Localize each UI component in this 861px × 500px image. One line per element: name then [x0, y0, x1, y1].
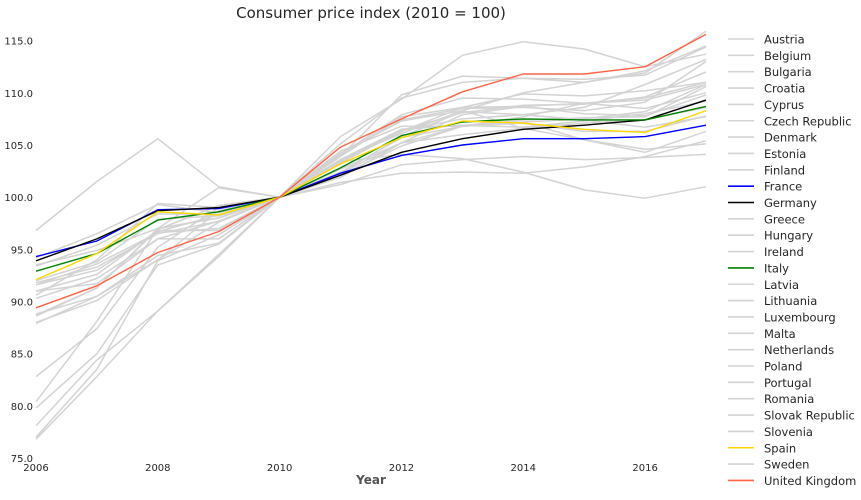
legend-item-belgium: Belgium: [728, 49, 811, 63]
legend-label: Croatia: [764, 82, 805, 96]
series-line-latvia: [35, 85, 707, 403]
legend-label: Luxembourg: [764, 310, 836, 324]
plot-area: [35, 30, 707, 440]
series-line-united-kingdom: [35, 33, 707, 309]
legend-label: Estonia: [764, 147, 806, 161]
x-tick-label: 2014: [511, 463, 536, 474]
legend-item-italy: Italy: [728, 261, 789, 275]
x-tick-label: 2008: [145, 463, 170, 474]
legend-label: Spain: [764, 441, 796, 455]
series-line-hungary: [35, 46, 707, 427]
legend-item-finland: Finland: [728, 163, 805, 177]
legend-item-lithuania: Lithuania: [728, 294, 817, 308]
y-tick-label: 75.0: [11, 454, 33, 465]
x-tick-label: 2016: [632, 463, 657, 474]
legend-label: Latvia: [764, 278, 799, 292]
series-line-spain: [35, 109, 707, 281]
legend-item-spain: Spain: [728, 441, 796, 455]
legend-item-estonia: Estonia: [728, 147, 806, 161]
legend-item-poland: Poland: [728, 360, 802, 374]
legend-label: Slovak Republic: [764, 409, 855, 423]
series-line-estonia: [35, 30, 707, 409]
legend: Austria Belgium Bulgaria Croatia Cyprus Czech…: [728, 33, 856, 488]
y-tick-label: 115.0: [4, 37, 33, 48]
legend-label: Poland: [764, 360, 802, 374]
legend-item-czech-republic: Czech Republic: [728, 114, 852, 128]
series-line-netherlands: [35, 83, 707, 266]
legend-item-germany: Germany: [728, 196, 817, 210]
y-tick-label: 90.0: [11, 297, 33, 308]
legend-label: Netherlands: [764, 343, 834, 357]
y-tick-label: 105.0: [4, 141, 33, 152]
legend-label: Sweden: [764, 458, 809, 472]
legend-label: Belgium: [764, 49, 811, 63]
legend-label: Finland: [764, 163, 805, 177]
series-line-slovak-republic: [35, 92, 707, 315]
legend-label: Ireland: [764, 245, 804, 259]
legend-label: Austria: [764, 33, 805, 47]
legend-label: Italy: [764, 261, 789, 275]
legend-item-latvia: Latvia: [728, 278, 799, 292]
legend-item-croatia: Croatia: [728, 82, 805, 96]
y-tick-label: 95.0: [11, 245, 33, 256]
legend-item-sweden: Sweden: [728, 458, 809, 472]
legend-item-portugal: Portugal: [728, 376, 812, 390]
legend-item-netherlands: Netherlands: [728, 343, 834, 357]
highlight-series-group: [35, 33, 707, 309]
series-line-denmark: [35, 106, 707, 284]
chart-title: Consumer price index (2010 = 100): [236, 4, 506, 22]
legend-label: Romania: [764, 392, 814, 406]
x-axis-label: Year: [355, 473, 386, 487]
legend-item-bulgaria: Bulgaria: [728, 65, 812, 79]
y-tick-label: 100.0: [4, 193, 33, 204]
legend-label: Denmark: [764, 131, 817, 145]
legend-item-ireland: Ireland: [728, 245, 804, 259]
series-line-romania: [35, 40, 707, 440]
legend-label: France: [764, 180, 802, 194]
legend-label: Portugal: [764, 376, 812, 390]
x-tick-label: 2006: [23, 463, 48, 474]
legend-item-hungary: Hungary: [728, 229, 813, 243]
legend-label: Lithuania: [764, 294, 817, 308]
y-axis: 75.0 80.0 85.0 90.0 95.0 100.0 105.0 110.0 115.0: [4, 37, 33, 465]
legend-item-malta: Malta: [728, 327, 796, 341]
legend-item-cyprus: Cyprus: [728, 98, 804, 112]
legend-item-austria: Austria: [728, 33, 805, 47]
series-line-germany: [35, 99, 707, 262]
legend-label: Greece: [764, 212, 805, 226]
legend-label: United Kingdom: [764, 474, 856, 488]
y-tick-label: 110.0: [4, 89, 33, 100]
x-axis: 2006 2008 2010 2012 2014 2016: [23, 463, 658, 474]
x-tick-label: 2012: [389, 463, 414, 474]
series-line-ireland: [35, 137, 707, 232]
y-tick-label: 80.0: [11, 402, 33, 413]
legend-label: Germany: [764, 196, 817, 210]
legend-label: Hungary: [764, 229, 813, 243]
x-tick-label: 2010: [267, 463, 292, 474]
legend-item-luxembourg: Luxembourg: [728, 310, 836, 324]
legend-label: Slovenia: [764, 425, 813, 439]
y-tick-label: 85.0: [11, 350, 33, 361]
legend-item-romania: Romania: [728, 392, 814, 406]
legend-item-slovak-republic: Slovak Republic: [728, 409, 855, 423]
legend-label: Czech Republic: [764, 114, 852, 128]
legend-item-france: France: [728, 180, 802, 194]
legend-label: Bulgaria: [764, 65, 812, 79]
legend-label: Cyprus: [764, 98, 804, 112]
series-line-finland: [35, 81, 707, 286]
legend-item-greece: Greece: [728, 212, 805, 226]
legend-item-united-kingdom: United Kingdom: [728, 474, 856, 488]
series-line-slovenia: [35, 115, 707, 296]
legend-item-slovenia: Slovenia: [728, 425, 813, 439]
series-line-italy: [35, 105, 707, 272]
legend-item-denmark: Denmark: [728, 131, 817, 145]
legend-label: Malta: [764, 327, 796, 341]
background-series-group: [35, 30, 707, 440]
